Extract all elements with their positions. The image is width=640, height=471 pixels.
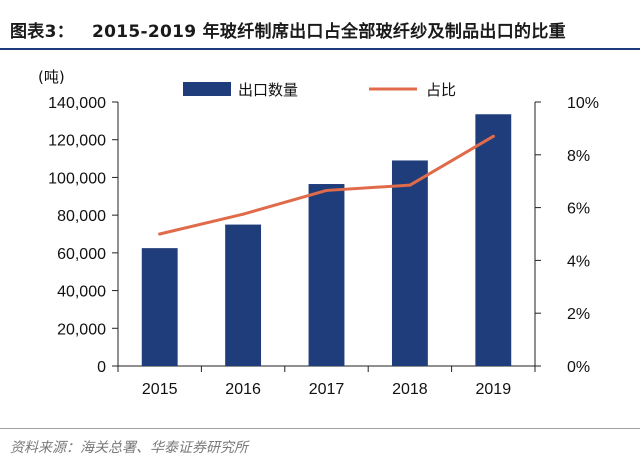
- line-series: [158, 134, 495, 236]
- line-point: [241, 212, 245, 216]
- y-left-tick-label: 140,000: [48, 95, 106, 112]
- y-left-tick-label: 60,000: [57, 246, 106, 263]
- y-right-tick-label: 6%: [567, 201, 590, 218]
- chart-axes: 0 20,000 40,000 60,000 80,000 100,000 120,000 1…: [38, 68, 599, 398]
- y-right-tick-label: 4%: [567, 253, 590, 270]
- y-right-tick-label: 2%: [567, 306, 590, 323]
- bar: [391, 160, 428, 366]
- legend: 出口数量 占比: [183, 81, 456, 99]
- chart: 0 20,000 40,000 60,000 80,000 100,000 120,000 1…: [38, 68, 599, 398]
- source-rule: [0, 428, 640, 429]
- x-tick-label: 2019: [476, 381, 512, 398]
- y-left-tick-label: 100,000: [48, 170, 106, 187]
- source-note: 资料来源：海关总署、华泰证券研究所: [10, 440, 248, 456]
- y-right-tick-label: 8%: [567, 148, 590, 165]
- legend-swatch-bar: [183, 82, 231, 96]
- bar: [225, 224, 262, 366]
- figure-title: 图表3： 2015-2019 年玻纤制席出口占全部玻纤纱及制品出口的比重: [10, 17, 566, 42]
- y-left-tick-label: 120,000: [48, 133, 106, 150]
- y-left-tick-label: 40,000: [57, 284, 106, 301]
- chart-title: 2015-2019 年玻纤制席出口占全部玻纤纱及制品出口的比重: [92, 22, 566, 42]
- title-rule: [0, 48, 640, 50]
- x-tick-label: 2016: [225, 381, 261, 398]
- line-point: [158, 232, 162, 236]
- y-left-tick-label: 80,000: [57, 208, 106, 225]
- line-point: [491, 134, 495, 138]
- x-tick-label: 2015: [142, 381, 178, 398]
- y-left-tick-label: 0: [97, 359, 106, 376]
- bar-series: [141, 114, 512, 366]
- bar: [475, 114, 512, 366]
- y-right-tick-label: 10%: [567, 95, 599, 112]
- bar: [141, 248, 178, 366]
- bar: [308, 184, 345, 366]
- x-tick-label: 2017: [309, 381, 345, 398]
- line-point: [325, 188, 328, 192]
- y-right-tick-label: 0%: [567, 359, 590, 376]
- figure-label: 图表3：: [10, 22, 75, 42]
- x-tick-label: 2018: [392, 381, 428, 398]
- y-left-tick-label: 20,000: [57, 321, 106, 338]
- legend-label-bar: 出口数量: [238, 81, 298, 99]
- line-point: [408, 183, 412, 187]
- legend-label-line: 占比: [426, 81, 456, 99]
- y-left-unit: (吨): [38, 68, 65, 86]
